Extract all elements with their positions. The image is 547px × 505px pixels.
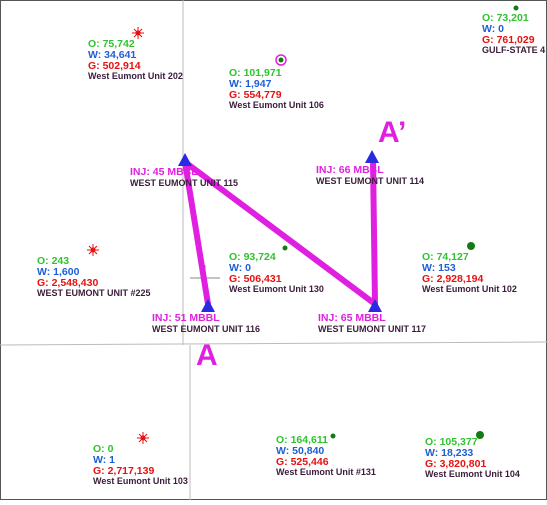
injection-volume: INJ: 51 MBBL bbox=[152, 312, 220, 324]
gas-production: G: 3,820,801 bbox=[425, 458, 486, 470]
well-name: West Eumont Unit 104 bbox=[425, 469, 520, 479]
water-production: W: 50,840 bbox=[276, 445, 324, 457]
water-production: W: 153 bbox=[422, 262, 456, 274]
injection-volume: INJ: 45 MBBL bbox=[130, 166, 198, 178]
well-name: WEST EUMONT UNIT #225 bbox=[37, 288, 151, 298]
gas-production: G: 502,914 bbox=[88, 60, 141, 72]
well-name: West Eumont Unit 202 bbox=[88, 71, 183, 81]
gas-well-symbol bbox=[135, 30, 141, 36]
oil-well-symbol bbox=[467, 242, 475, 250]
well-name: West Eumont Unit 130 bbox=[229, 284, 324, 294]
water-production: W: 1,947 bbox=[229, 78, 272, 90]
cross-section bbox=[182, 157, 378, 307]
gas-production: G: 2,928,194 bbox=[422, 273, 483, 285]
oil-production: O: 105,377 bbox=[425, 436, 478, 448]
oil-production: O: 73,201 bbox=[482, 12, 529, 24]
section-label: A’ bbox=[378, 116, 406, 149]
well-name: West Eumont Unit 103 bbox=[93, 476, 188, 486]
gas-well-symbol bbox=[132, 27, 144, 39]
well-name: WEST EUMONT UNIT 116 bbox=[152, 324, 260, 334]
injector-symbol bbox=[201, 299, 215, 312]
section-label: A bbox=[196, 339, 218, 372]
oil-production: O: 0 bbox=[93, 443, 114, 455]
gas-well-symbol bbox=[87, 244, 99, 256]
water-production: W: 34,641 bbox=[88, 49, 136, 61]
water-production: W: 0 bbox=[482, 23, 504, 35]
well-name: West Eumont Unit #131 bbox=[276, 467, 376, 477]
water-production: W: 1,600 bbox=[37, 266, 80, 278]
oil-well-symbol bbox=[278, 57, 284, 63]
well-name: GULF-STATE 4 bbox=[482, 45, 545, 55]
oil-well-symbol bbox=[476, 431, 484, 439]
injector-symbol bbox=[368, 299, 382, 312]
gas-production: G: 761,029 bbox=[482, 34, 535, 46]
injection-volume: INJ: 65 MBBL bbox=[318, 312, 386, 324]
well-name: West Eumont Unit 102 bbox=[422, 284, 517, 294]
water-production: W: 0 bbox=[229, 262, 251, 274]
oil-production: O: 243 bbox=[37, 255, 69, 267]
oil-well-symbol bbox=[282, 245, 288, 251]
well-name: WEST EUMONT UNIT 115 bbox=[130, 178, 238, 188]
well-ring bbox=[275, 54, 287, 66]
gas-well-symbol bbox=[90, 247, 96, 253]
well-name: West Eumont Unit 106 bbox=[229, 100, 324, 110]
water-production: W: 18,233 bbox=[425, 447, 473, 459]
gas-well-symbol bbox=[140, 435, 146, 441]
oil-production: O: 75,742 bbox=[88, 38, 135, 50]
well-name: WEST EUMONT UNIT 117 bbox=[318, 324, 426, 334]
gas-production: G: 525,446 bbox=[276, 456, 329, 468]
gas-production: G: 506,431 bbox=[229, 273, 282, 285]
gas-well-symbol bbox=[137, 432, 149, 444]
oil-production: O: 74,127 bbox=[422, 251, 469, 263]
oil-well-symbol bbox=[330, 433, 336, 439]
gas-production: G: 554,779 bbox=[229, 89, 282, 101]
oil-production: O: 93,724 bbox=[229, 251, 276, 263]
gas-production: G: 2,548,430 bbox=[37, 277, 98, 289]
section-line bbox=[0, 341, 547, 346]
water-production: W: 1 bbox=[93, 454, 115, 466]
oil-well-symbol bbox=[513, 5, 519, 11]
gas-production: G: 2,717,139 bbox=[93, 465, 154, 477]
injection-volume: INJ: 66 MBBL bbox=[316, 164, 384, 176]
injector-symbol bbox=[365, 150, 379, 163]
oil-production: O: 101,971 bbox=[229, 67, 282, 79]
oil-production: O: 164,611 bbox=[276, 434, 328, 446]
well-name: WEST EUMONT UNIT 114 bbox=[316, 176, 424, 186]
injector-symbol bbox=[178, 153, 192, 166]
